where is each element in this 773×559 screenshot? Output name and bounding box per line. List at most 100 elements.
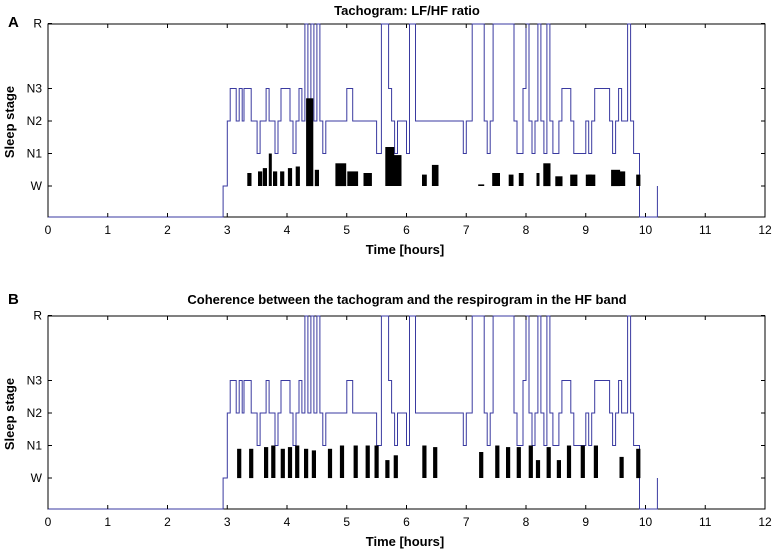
data-bar — [593, 445, 598, 478]
panel-b: B Coherence between the tachogram and th… — [2, 291, 772, 549]
data-bar — [273, 171, 278, 186]
x-tick-label: 4 — [284, 515, 291, 529]
x-tick-label: 2 — [164, 223, 171, 237]
y-tick-label: N3 — [27, 82, 43, 96]
data-bar — [492, 173, 500, 186]
data-bar — [347, 171, 359, 186]
y-tick-label: W — [31, 471, 43, 485]
data-bar — [393, 455, 398, 479]
data-bar — [295, 166, 300, 186]
data-bar — [556, 460, 561, 478]
data-bar — [508, 174, 514, 186]
chart-title: Tachogram: LF/HF ratio — [334, 3, 480, 18]
data-bar — [495, 445, 500, 478]
data-bar — [385, 147, 395, 186]
x-tick-label: 3 — [224, 515, 231, 529]
data-bar — [516, 447, 521, 478]
data-bar — [237, 448, 242, 479]
y-tick-label: N3 — [27, 374, 43, 388]
x-tick-label: 1 — [104, 223, 111, 237]
x-tick-label: 5 — [343, 515, 350, 529]
x-tick-label: 12 — [758, 223, 772, 237]
hypnogram-layer — [48, 315, 658, 510]
data-bar — [588, 174, 596, 186]
data-bar — [304, 448, 309, 479]
data-bar — [374, 445, 379, 478]
x-tick-label: 6 — [403, 515, 410, 529]
data-bar — [314, 169, 319, 187]
data-bar — [433, 447, 438, 478]
data-bar — [518, 173, 524, 186]
data-bar — [306, 98, 314, 187]
y-tick-label: W — [31, 179, 43, 193]
y-tick-label: N1 — [27, 439, 43, 453]
x-tick-label: 0 — [45, 223, 52, 237]
x-tick-label: 11 — [699, 515, 712, 529]
x-tick-label: 7 — [463, 223, 470, 237]
data-bar — [422, 445, 427, 478]
x-tick-label: 10 — [639, 223, 653, 237]
x-tick-label: 3 — [224, 223, 231, 237]
panel-label: A — [8, 14, 19, 31]
data-bar — [353, 445, 358, 478]
y-tick-label: R — [33, 17, 42, 31]
data-bar — [295, 445, 300, 478]
data-bar — [311, 450, 316, 478]
data-bar — [506, 447, 511, 478]
x-tick-label: 5 — [343, 223, 350, 237]
data-bar — [636, 174, 641, 186]
data-bar — [479, 452, 484, 478]
y-tick-label: N1 — [27, 147, 43, 161]
x-ticks: 0 1 2 3 4 5 6 7 8 9 10 11 12 — [45, 316, 772, 529]
data-bar — [422, 174, 427, 186]
data-bar — [611, 169, 621, 187]
data-bar — [262, 168, 267, 186]
data-bar — [618, 171, 626, 186]
chart-title: Coherence between the tachogram and the … — [187, 292, 626, 307]
data-bar — [335, 163, 347, 187]
data-bar — [363, 173, 372, 186]
x-tick-label: 9 — [582, 223, 589, 237]
x-axis-label: Time [hours] — [366, 242, 445, 257]
data-bar — [268, 153, 272, 186]
data-bar — [280, 171, 285, 186]
x-tick-label: 2 — [164, 515, 171, 529]
y-tick-label: N2 — [27, 114, 43, 128]
hypnogram-line — [48, 23, 658, 218]
x-tick-label: 4 — [284, 223, 291, 237]
data-bar — [247, 173, 252, 186]
y-axis-label: Sleep stage — [2, 378, 17, 450]
data-bar — [431, 164, 439, 186]
y-axis-label: Sleep stage — [2, 86, 17, 158]
data-bar — [339, 445, 345, 478]
x-tick-label: 7 — [463, 515, 470, 529]
hypnogram-layer — [48, 23, 658, 218]
data-bar — [385, 460, 390, 478]
data-bar — [249, 448, 254, 479]
bars-layer — [237, 445, 641, 479]
data-bar — [271, 445, 276, 478]
data-bar — [365, 445, 370, 478]
x-tick-label: 12 — [758, 515, 772, 529]
data-bar — [535, 460, 541, 478]
data-bar — [528, 445, 533, 478]
data-bar — [280, 448, 285, 479]
data-bar — [478, 184, 485, 186]
data-bar — [570, 174, 578, 186]
data-bar — [546, 447, 551, 478]
y-ticks: W N1 N2 N3 R — [27, 309, 765, 485]
x-tick-label: 9 — [582, 515, 589, 529]
x-axis-label: Time [hours] — [366, 534, 445, 549]
x-tick-label: 8 — [523, 223, 530, 237]
y-tick-label: N2 — [27, 406, 43, 420]
x-tick-label: 10 — [639, 515, 653, 529]
data-bar — [566, 445, 572, 478]
data-bar — [543, 163, 551, 187]
data-bar — [258, 171, 263, 186]
panel-label: B — [8, 291, 19, 308]
data-bar — [264, 447, 269, 478]
data-bar — [536, 173, 540, 186]
x-tick-label: 8 — [523, 515, 530, 529]
